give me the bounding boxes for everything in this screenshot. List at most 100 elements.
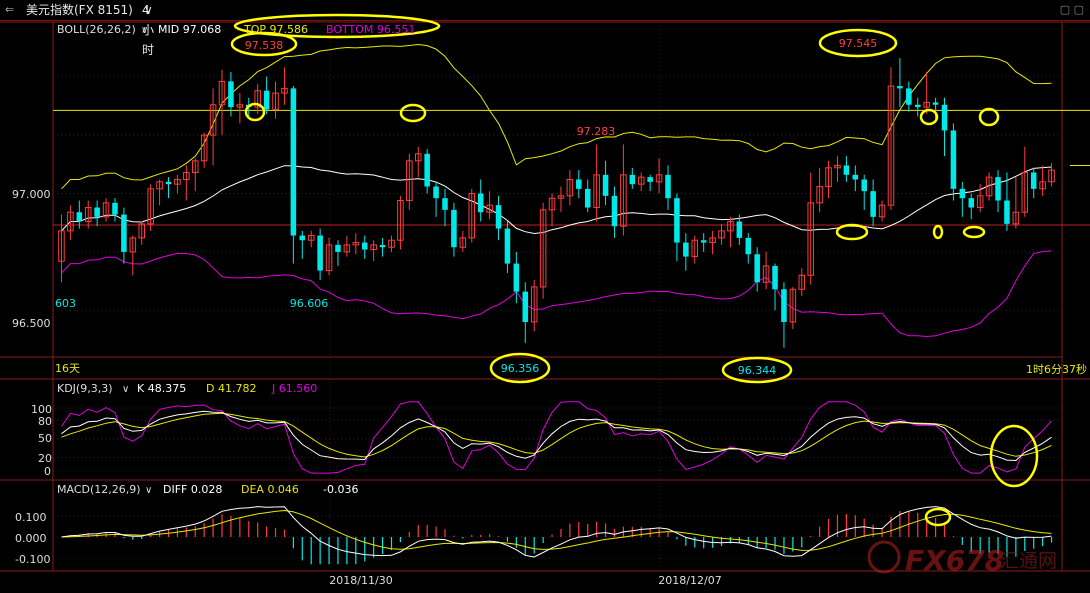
macd-histogram-value: -0.036: [323, 483, 358, 496]
candle-body: [620, 174, 627, 227]
candle-body: [84, 207, 92, 223]
kdj-indicator-label[interactable]: KDJ(9,3,3): [57, 382, 113, 395]
price-axis-label-96500: 96.500: [12, 317, 51, 330]
candle-body: [468, 193, 476, 239]
instrument-title: 美元指数(FX 8151): [26, 3, 133, 17]
watermark-text: FX678: [905, 544, 1004, 577]
candle-body: [138, 223, 146, 239]
back-arrow-icon[interactable]: ⇐: [5, 3, 15, 16]
low-96344-highlight: [721, 356, 793, 384]
candle-body: [941, 104, 948, 131]
candle-body: [200, 134, 208, 162]
macd-axis-neg0100: -0.100: [15, 553, 50, 566]
candle-body: [1048, 169, 1055, 183]
marker-highlight: [932, 224, 944, 240]
kdj-d-line: [61, 412, 1052, 458]
boll-bands: [61, 43, 1052, 338]
candle-body: [121, 214, 127, 252]
candle-body: [379, 244, 386, 248]
candle-body: [174, 178, 181, 185]
high-label-97283: 97.283: [577, 125, 616, 138]
candle-body: [209, 104, 217, 136]
candle-body: [816, 185, 823, 204]
candle-body: [637, 176, 645, 185]
kdj-j-value: J 61.560: [271, 382, 317, 395]
candle-body: [709, 237, 716, 244]
boll-chevron-icon: ∨: [141, 25, 148, 36]
candle-body: [112, 202, 118, 215]
candle-body: [102, 202, 110, 218]
candle-body: [807, 202, 814, 276]
boll-indicator-label[interactable]: BOLL(26,26,2): [57, 23, 136, 36]
candle-body: [655, 174, 663, 183]
candle-body: [165, 181, 172, 185]
high-label-97545: 97.545: [839, 37, 878, 50]
low-96356-highlight: [489, 352, 551, 384]
candle-body: [539, 209, 547, 288]
candle-body: [745, 237, 752, 255]
candle-body: [754, 254, 760, 283]
candle-body: [781, 289, 787, 322]
kdj-k-line: [61, 410, 1052, 462]
macd-dea-line: [61, 509, 1052, 551]
candle-body: [762, 265, 770, 283]
candle-body: [995, 177, 1001, 201]
title-bar: ⇐ 美元指数(FX 8151) 4小时 ∨ ▢ ▢: [0, 0, 1090, 57]
marker-highlight: [399, 103, 427, 123]
candle-body: [361, 242, 368, 250]
candle-body: [388, 239, 395, 248]
macd-indicator-label[interactable]: MACD(12,26,9): [57, 483, 141, 496]
candle-body: [290, 88, 297, 236]
candle-body: [236, 104, 244, 108]
marker-highlight: [978, 107, 1000, 127]
window-controls-icon[interactable]: ▢ ▢: [1059, 3, 1084, 16]
candle-body: [985, 176, 993, 197]
candle-body: [968, 198, 975, 208]
candle-body: [593, 174, 600, 209]
candle-body: [495, 205, 502, 229]
candle-body: [887, 85, 895, 206]
kdj-axis-100: 100: [31, 403, 52, 416]
candle-body: [228, 81, 234, 108]
kdj-k-value: K 48.375: [137, 382, 186, 395]
candle-body: [58, 230, 65, 262]
candle-body: [789, 288, 797, 323]
marker-highlight: [835, 223, 869, 241]
candle-body: [1021, 171, 1029, 213]
candle-body: [548, 197, 556, 211]
candle-body: [647, 177, 653, 182]
high-97538-highlight: [230, 31, 298, 57]
candle-body: [843, 165, 850, 175]
macd-diff-value: DIFF 0.028: [163, 483, 222, 496]
candle-body: [156, 181, 163, 190]
candle-body: [317, 235, 323, 271]
low-label-96344: 96.344: [738, 364, 777, 377]
candle-body: [183, 171, 190, 180]
candle-body: [272, 92, 279, 110]
candle-body: [683, 242, 689, 257]
macd-chevron-icon: ∨: [145, 485, 152, 496]
kdj-axis-20: 20: [38, 452, 52, 465]
candle-body: [67, 211, 74, 232]
candle-body: [576, 179, 582, 189]
candle-body: [878, 204, 886, 218]
high-97545-highlight: [818, 28, 898, 58]
kdj-axis-50: 50: [38, 432, 52, 445]
candle-body: [299, 235, 306, 241]
candle-body: [522, 291, 529, 322]
watermark-subtext: 汇通网: [1000, 550, 1057, 572]
marker-highlight: [919, 108, 939, 126]
kdj-j-line: [61, 401, 1052, 474]
boll-mid-value: MID 97.068: [158, 23, 221, 36]
candle-body: [281, 87, 288, 94]
candle-body: [191, 160, 199, 173]
candle-body: [1039, 181, 1046, 190]
candle-body: [923, 101, 930, 108]
candle-body: [772, 265, 778, 290]
candle-body: [218, 80, 226, 106]
macd-series: [61, 506, 1053, 565]
candle-body: [602, 174, 609, 196]
macd-diff-line: [61, 506, 1052, 558]
candle-body: [1004, 200, 1010, 224]
